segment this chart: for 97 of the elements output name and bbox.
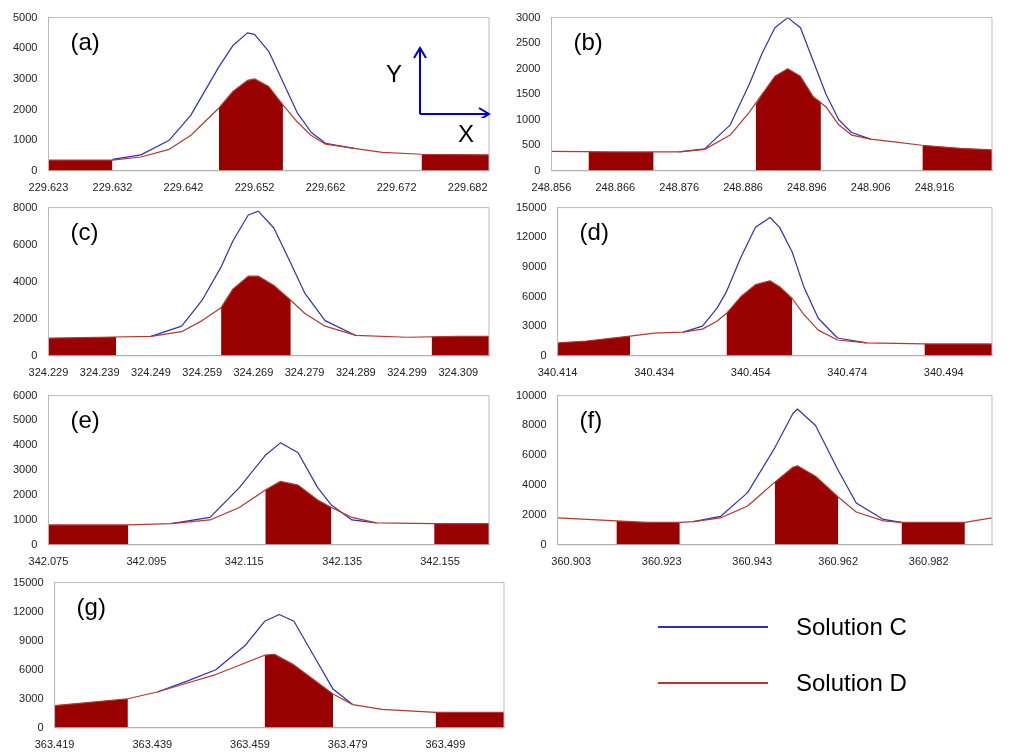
y-tick-label: 12000 xyxy=(12,604,44,617)
x-tick-label: 342.115 xyxy=(224,555,264,568)
y-tick-label: 0 xyxy=(540,537,547,550)
x-tick-label: 324.299 xyxy=(387,366,427,379)
y-tick-label: 6000 xyxy=(12,237,38,250)
y-tick-label: 3000 xyxy=(515,10,541,23)
y-tick-label: 2500 xyxy=(515,36,541,49)
y-tick-label: 6000 xyxy=(522,448,547,461)
x-tick-label: 229.652 xyxy=(234,181,275,194)
y-tick-label: 6000 xyxy=(12,388,38,401)
y-tick-label: 0 xyxy=(31,163,38,176)
y-tick-label: 15000 xyxy=(515,200,547,213)
x-tick-label: 363.479 xyxy=(327,738,368,751)
x-tick-label: 229.662 xyxy=(305,181,346,194)
x-tick-label: 342.095 xyxy=(126,555,167,568)
y-tick-label: 9000 xyxy=(522,259,547,272)
y-tick-label: 15000 xyxy=(12,575,44,588)
x-tick-label: 324.259 xyxy=(182,366,223,379)
y-tick-label: 0 xyxy=(31,537,38,550)
y-tick-label: 8000 xyxy=(12,200,38,213)
y-tick-label: 2000 xyxy=(12,488,38,501)
annotation: X xyxy=(458,120,475,148)
x-tick-label: 229.623 xyxy=(28,181,69,194)
y-tick-label: 5000 xyxy=(12,10,38,23)
y-tick-label: 2000 xyxy=(12,311,38,324)
x-tick-label: 360.962 xyxy=(818,555,859,568)
y-tick-label: 3000 xyxy=(522,319,547,332)
text: (b) xyxy=(573,28,603,56)
x-tick-label: 340.434 xyxy=(634,366,675,379)
x-tick-label: 248.906 xyxy=(850,181,891,194)
x-tick-label: 324.279 xyxy=(284,366,325,379)
y-tick-label: 12000 xyxy=(515,230,547,243)
legend-label: Solution C xyxy=(796,613,907,641)
y-tick-label: 2000 xyxy=(12,102,38,115)
text: (g) xyxy=(76,593,106,621)
x-tick-label: 363.499 xyxy=(425,738,466,751)
y-tick-label: 1500 xyxy=(515,87,541,100)
y-tick-label: 2000 xyxy=(515,61,541,74)
x-tick-label: 360.982 xyxy=(908,555,949,568)
y-tick-label: 1000 xyxy=(515,112,541,125)
x-tick-label: 360.923 xyxy=(641,555,682,568)
x-tick-label: 324.309 xyxy=(438,366,479,379)
x-tick-label: 340.474 xyxy=(827,366,868,379)
x-tick-label: 229.672 xyxy=(376,181,417,194)
text: (a) xyxy=(70,28,100,56)
x-tick-label: 229.632 xyxy=(92,181,133,194)
x-tick-label: 229.642 xyxy=(163,181,204,194)
y-tick-label: 9000 xyxy=(19,633,44,646)
x-tick-label: 229.682 xyxy=(447,181,488,194)
y-tick-label: 5000 xyxy=(12,413,38,426)
text: (d) xyxy=(579,218,609,246)
x-tick-label: 360.943 xyxy=(732,555,773,568)
x-tick-label: 340.414 xyxy=(537,366,578,379)
x-tick-label: 363.459 xyxy=(230,738,270,751)
y-tick-label: 3000 xyxy=(12,71,38,84)
x-tick-label: 342.075 xyxy=(28,555,69,568)
x-tick-label: 342.135 xyxy=(322,555,363,568)
x-tick-label: 342.155 xyxy=(420,555,460,568)
x-tick-label: 363.419 xyxy=(34,738,75,751)
text: (e) xyxy=(70,406,100,434)
legend-label: Solution D xyxy=(796,669,907,697)
text: (f) xyxy=(579,406,603,434)
y-tick-label: 4000 xyxy=(12,41,38,54)
x-tick-label: 360.903 xyxy=(551,555,592,568)
y-tick-label: 3000 xyxy=(12,463,38,476)
x-tick-label: 248.896 xyxy=(786,181,827,194)
x-tick-label: 248.916 xyxy=(914,181,955,194)
y-tick-label: 6000 xyxy=(522,289,547,302)
y-tick-label: 0 xyxy=(534,163,541,176)
x-tick-label: 248.866 xyxy=(595,181,636,194)
y-tick-label: 0 xyxy=(540,348,547,361)
x-tick-label: 248.876 xyxy=(659,181,700,194)
x-tick-label: 324.229 xyxy=(28,366,69,379)
x-tick-label: 340.494 xyxy=(923,366,964,379)
y-tick-label: 4000 xyxy=(12,274,38,287)
x-tick-label: 324.269 xyxy=(233,366,274,379)
x-tick-label: 363.439 xyxy=(132,738,173,751)
x-tick-label: 324.239 xyxy=(79,366,120,379)
x-tick-label: 324.289 xyxy=(335,366,376,379)
x-tick-label: 248.856 xyxy=(531,181,572,194)
y-tick-label: 4000 xyxy=(12,438,38,451)
y-tick-label: 8000 xyxy=(522,418,547,431)
x-tick-label: 324.249 xyxy=(131,366,171,379)
y-tick-label: 500 xyxy=(522,138,541,151)
x-tick-label: 248.886 xyxy=(723,181,763,194)
y-tick-label: 0 xyxy=(37,720,44,733)
y-tick-label: 3000 xyxy=(19,691,44,704)
y-tick-label: 6000 xyxy=(19,662,44,675)
x-tick-label: 340.454 xyxy=(730,366,771,379)
y-tick-label: 10000 xyxy=(515,388,547,401)
text: (c) xyxy=(70,218,99,246)
y-tick-label: 4000 xyxy=(522,478,547,491)
y-tick-label: 2000 xyxy=(522,507,547,520)
y-tick-label: 1000 xyxy=(12,512,38,525)
y-tick-label: 1000 xyxy=(12,133,38,146)
annotation: Y xyxy=(386,60,403,88)
y-tick-label: 0 xyxy=(31,348,38,361)
